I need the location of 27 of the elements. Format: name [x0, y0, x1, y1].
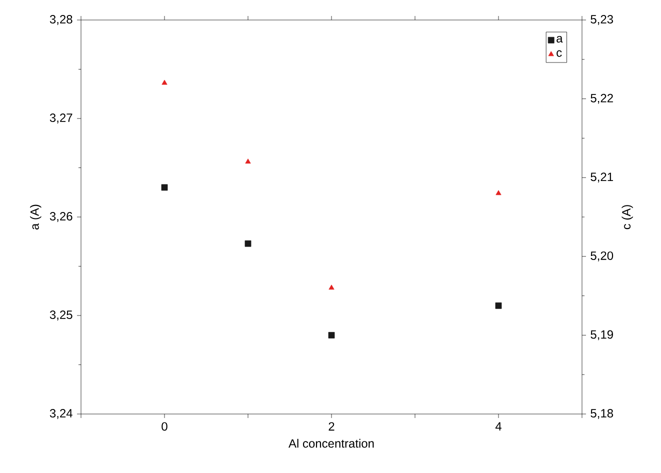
y2-tick-label: 5,21 — [590, 172, 613, 183]
point — [328, 332, 335, 338]
point — [162, 80, 168, 85]
y-tick-label: 3,25 — [50, 310, 72, 320]
point — [244, 240, 252, 247]
y2-tick-label: 5,18 — [590, 409, 614, 419]
legend-label: c — [556, 50, 562, 57]
y-tick-label: 3,24 — [50, 409, 72, 419]
point — [161, 184, 168, 191]
x-tick-label: 2 — [328, 422, 334, 431]
y2-tick-label: 5,23 — [590, 15, 614, 25]
y-tick-label: 3,28 — [50, 15, 72, 25]
y-axis-title: a (A) — [30, 204, 42, 230]
y-tick-label: 3,26 — [50, 212, 72, 222]
y2-tick-label: 5,20 — [590, 251, 614, 262]
y2-tick-label: 5,19 — [590, 330, 613, 340]
x-tick-label: 0 — [162, 422, 168, 431]
point — [496, 190, 502, 196]
y2-tick-label: 5,22 — [590, 94, 613, 104]
x-axis-title: Al concentration — [288, 438, 374, 448]
point — [328, 284, 334, 290]
legend-label: a — [556, 36, 563, 43]
point — [495, 302, 502, 309]
point — [245, 158, 251, 164]
y-tick-label: 3,27 — [50, 114, 72, 124]
y2-axis-title: c (A) — [622, 205, 633, 230]
x-tick-label: 4 — [495, 422, 502, 430]
